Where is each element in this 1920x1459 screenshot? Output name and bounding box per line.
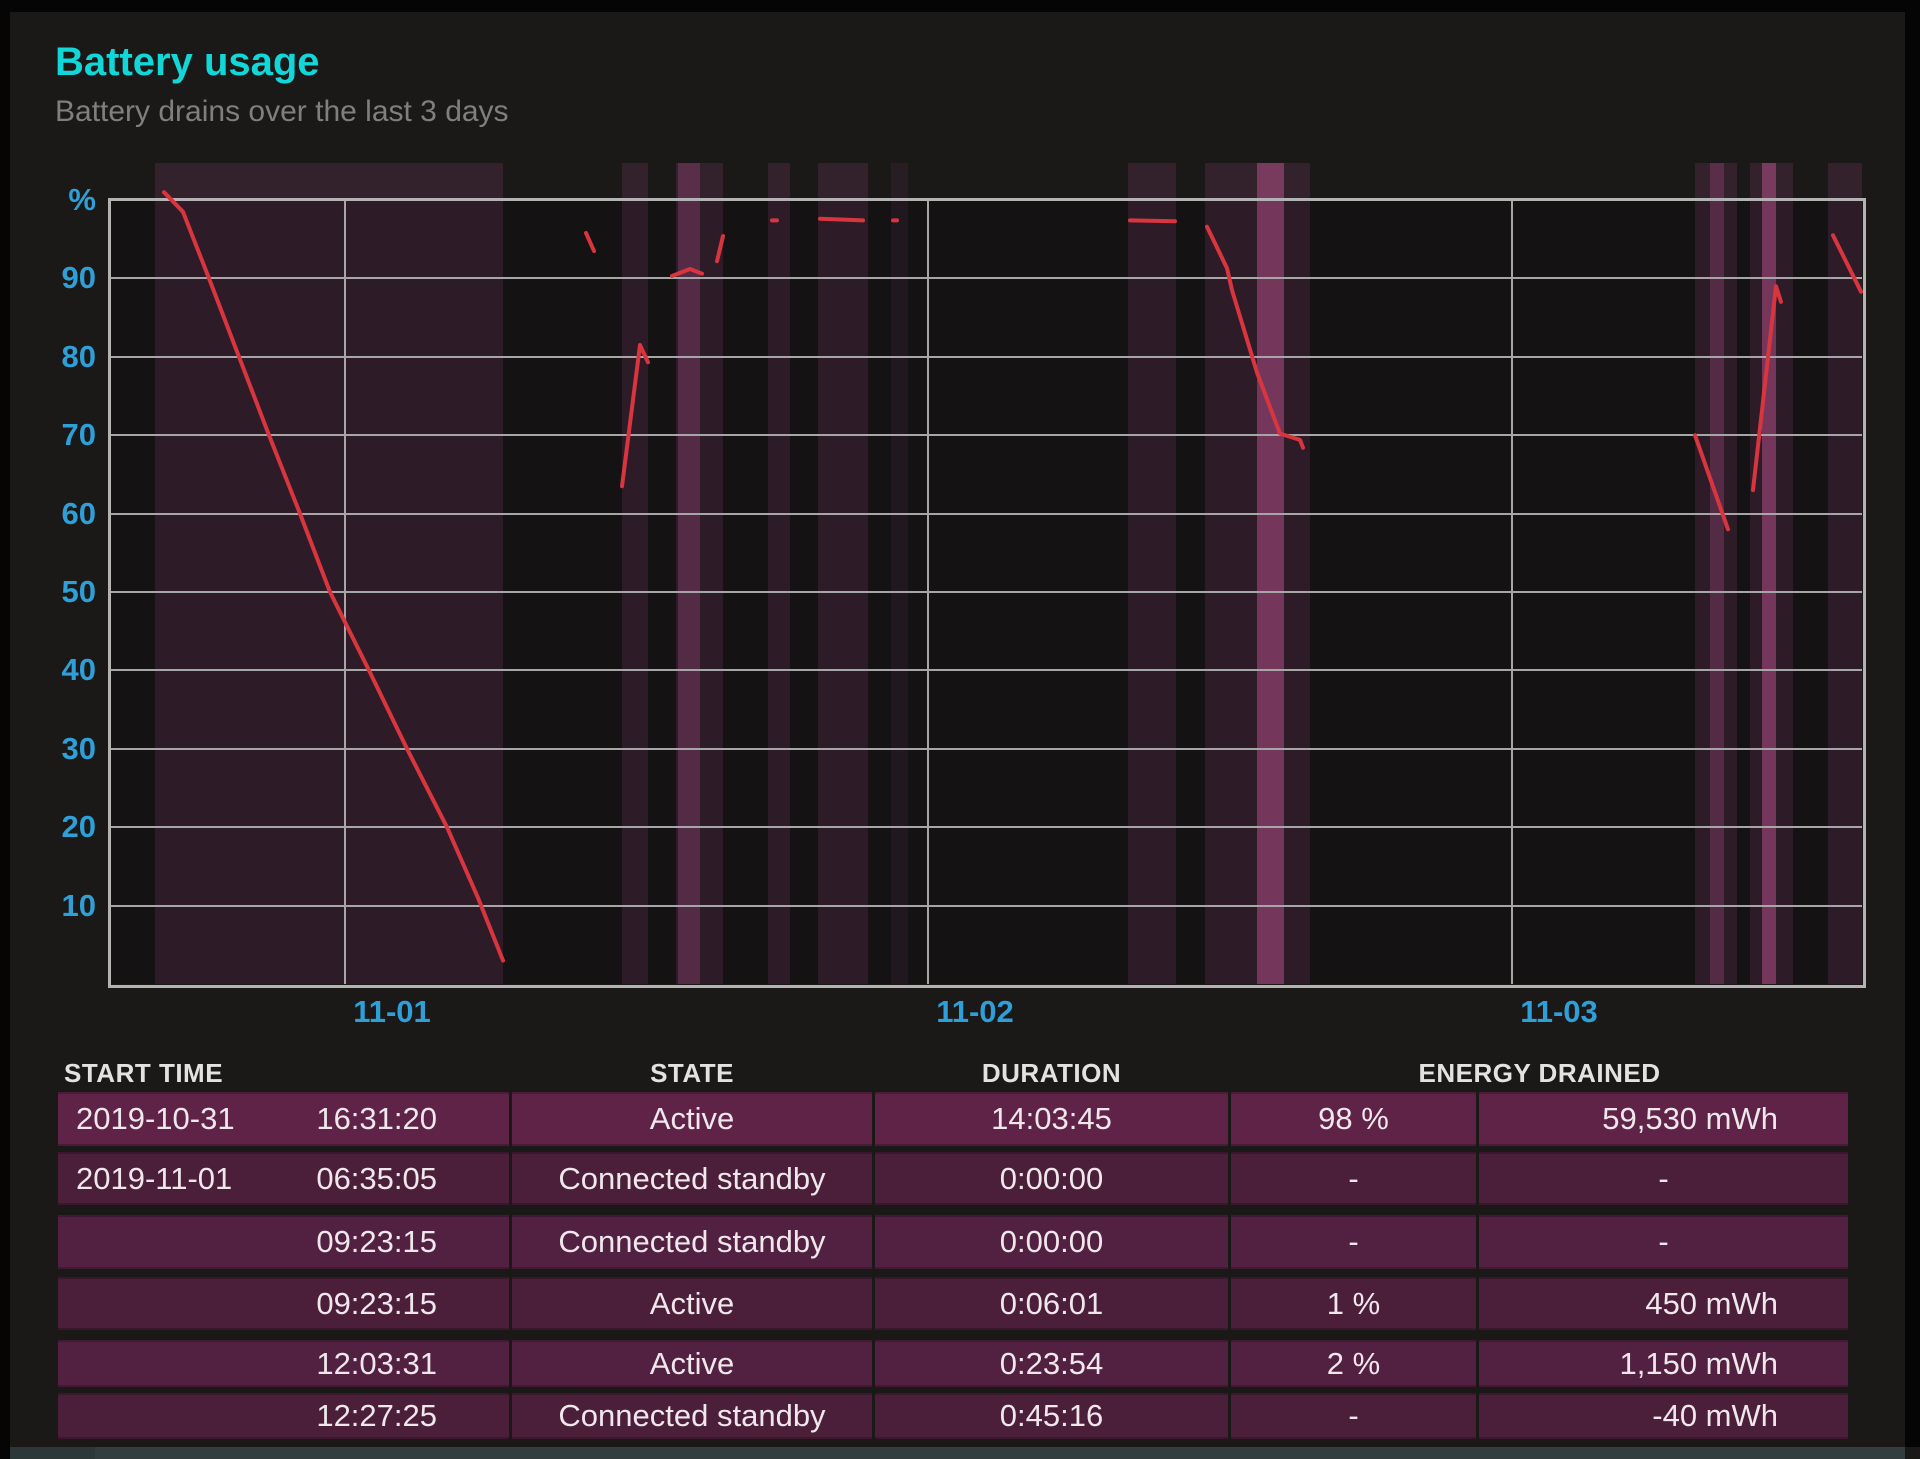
table-row[interactable]: 09:23:15 Active 0:06:01 1 % 450 mWh: [58, 1277, 1848, 1330]
usage-band: [818, 163, 868, 984]
cell-energy-mwh: -: [1479, 1215, 1848, 1269]
cell-state: Connected standby: [512, 1215, 872, 1269]
start-time: 12:03:31: [316, 1346, 437, 1381]
page-subtitle: Battery drains over the last 3 days: [55, 95, 509, 128]
cell-duration: 0:23:54: [875, 1340, 1228, 1387]
cell-start-time: 2019-10-31 16:31:20: [58, 1092, 509, 1146]
col-header-start-time: START TIME: [64, 1058, 224, 1088]
start-time: 09:23:15: [316, 1286, 437, 1321]
start-time: 06:35:05: [316, 1161, 437, 1196]
y-axis-label: %: [68, 182, 96, 217]
table-row[interactable]: 12:03:31 Active 0:23:54 2 % 1,150 mWh: [58, 1340, 1848, 1387]
gridline-horizontal: [110, 904, 1862, 907]
cell-energy-mwh: -: [1479, 1152, 1848, 1205]
y-axis-label: 60: [61, 495, 96, 531]
usage-band: [768, 163, 790, 984]
cell-percent-drained: 1 %: [1231, 1277, 1476, 1330]
table-row[interactable]: 2019-11-01 06:35:05 Connected standby 0:00:…: [58, 1152, 1848, 1205]
gridline-horizontal: [110, 512, 1862, 515]
start-date: 2019-11-01: [76, 1161, 233, 1196]
page-title: Battery usage: [55, 40, 320, 84]
cell-energy-mwh: 1,150 mWh: [1479, 1340, 1848, 1387]
gridline-horizontal: [110, 277, 1862, 280]
gridline-horizontal: [110, 591, 1862, 593]
cell-energy-mwh: 59,530 mWh: [1479, 1092, 1848, 1146]
usage-band: [891, 163, 908, 984]
gridline-vertical-day: [1511, 200, 1513, 984]
usage-band: [1762, 163, 1776, 984]
y-axis-label: 90: [61, 260, 96, 296]
cell-state: Connected standby: [512, 1152, 872, 1205]
usage-band: [1710, 163, 1724, 984]
usage-band: [678, 163, 700, 984]
cell-percent-drained: 98 %: [1231, 1092, 1476, 1146]
gridline-vertical-day: [927, 200, 929, 984]
y-axis-label: 40: [61, 652, 96, 688]
scrollbar-thumb[interactable]: [95, 1447, 1905, 1459]
table-header: START TIME STATE DURATION ENERGY DRAINED: [58, 1058, 1848, 1088]
gridline-vertical-day: [344, 200, 346, 984]
cell-start-time: 12:03:31: [58, 1340, 509, 1387]
col-header-energy-drained: ENERGY DRAINED: [1418, 1058, 1661, 1088]
x-axis-label: 11-02: [936, 994, 1014, 1029]
cell-start-time: 09:23:15: [58, 1215, 509, 1269]
cell-start-time: 12:27:25: [58, 1393, 509, 1439]
usage-band: [1257, 163, 1284, 984]
cell-percent-drained: -: [1231, 1215, 1476, 1269]
col-header-state: STATE: [650, 1058, 734, 1088]
cell-duration: 14:03:45: [875, 1092, 1228, 1146]
start-time: 12:27:25: [316, 1398, 437, 1433]
usage-band: [1695, 163, 1737, 984]
table-row[interactable]: 09:23:15 Connected standby 0:00:00- -: [58, 1215, 1848, 1269]
y-axis-label: 80: [61, 338, 96, 374]
gridline-horizontal: [110, 747, 1862, 750]
cell-percent-drained: -: [1231, 1152, 1476, 1205]
cell-start-time: 2019-11-01 06:35:05: [58, 1152, 509, 1205]
gridline-horizontal: [110, 669, 1862, 672]
y-axis-label: 50: [61, 574, 96, 609]
start-time: 16:31:20: [316, 1101, 437, 1136]
cell-energy-mwh: 450 mWh: [1479, 1277, 1848, 1330]
page-border-right: [1905, 0, 1920, 1447]
cell-duration: 0:45:16: [875, 1393, 1228, 1439]
battery-usage-chart: % 90 80 70 60 50 40 30 20 10 11-01 11-02 11-03: [61, 163, 1866, 1029]
cell-state: Connected standby: [512, 1393, 872, 1439]
table-row[interactable]: 2019-10-31 16:31:20 Active 14:03:45 98 % 59,5…: [58, 1092, 1848, 1146]
cell-start-time: 09:23:15: [58, 1277, 509, 1330]
cell-state: Active: [512, 1340, 872, 1387]
y-axis-label: 10: [61, 887, 96, 923]
usage-band: [622, 163, 648, 984]
y-axis-label: 30: [61, 730, 96, 766]
start-time: 09:23:15: [316, 1224, 437, 1259]
page-border-left: [0, 0, 10, 1459]
x-axis-label: 11-03: [1520, 994, 1598, 1029]
start-date: 2019-10-31: [76, 1101, 235, 1136]
cell-percent-drained: 2 %: [1231, 1340, 1476, 1387]
gridline-horizontal: [110, 434, 1862, 437]
table-row[interactable]: 12:27:25 Connected standby 0:45:16- -40 mWh: [58, 1393, 1848, 1439]
usage-band: [1828, 163, 1862, 984]
y-axis-label: 20: [61, 809, 96, 845]
cell-energy-mwh: -40 mWh: [1479, 1393, 1848, 1439]
gridline-horizontal: [110, 355, 1862, 358]
usage-band: [155, 163, 503, 984]
cell-state: Active: [512, 1092, 872, 1146]
x-axis-label: 11-01: [353, 994, 431, 1029]
cell-percent-drained: -: [1231, 1393, 1476, 1439]
page-border-top: [0, 0, 1920, 12]
cell-duration: 0:00:00: [875, 1152, 1228, 1205]
gridline-horizontal: [110, 826, 1862, 829]
horizontal-scrollbar[interactable]: [10, 1447, 1905, 1459]
usage-band: [1128, 163, 1176, 984]
cell-duration: 0:06:01: [875, 1277, 1228, 1330]
usage-band: [676, 163, 723, 984]
col-header-duration: DURATION: [981, 1058, 1122, 1088]
cell-state: Active: [512, 1277, 872, 1330]
y-axis-label: 70: [61, 417, 96, 453]
cell-duration: 0:00:00: [875, 1215, 1228, 1269]
